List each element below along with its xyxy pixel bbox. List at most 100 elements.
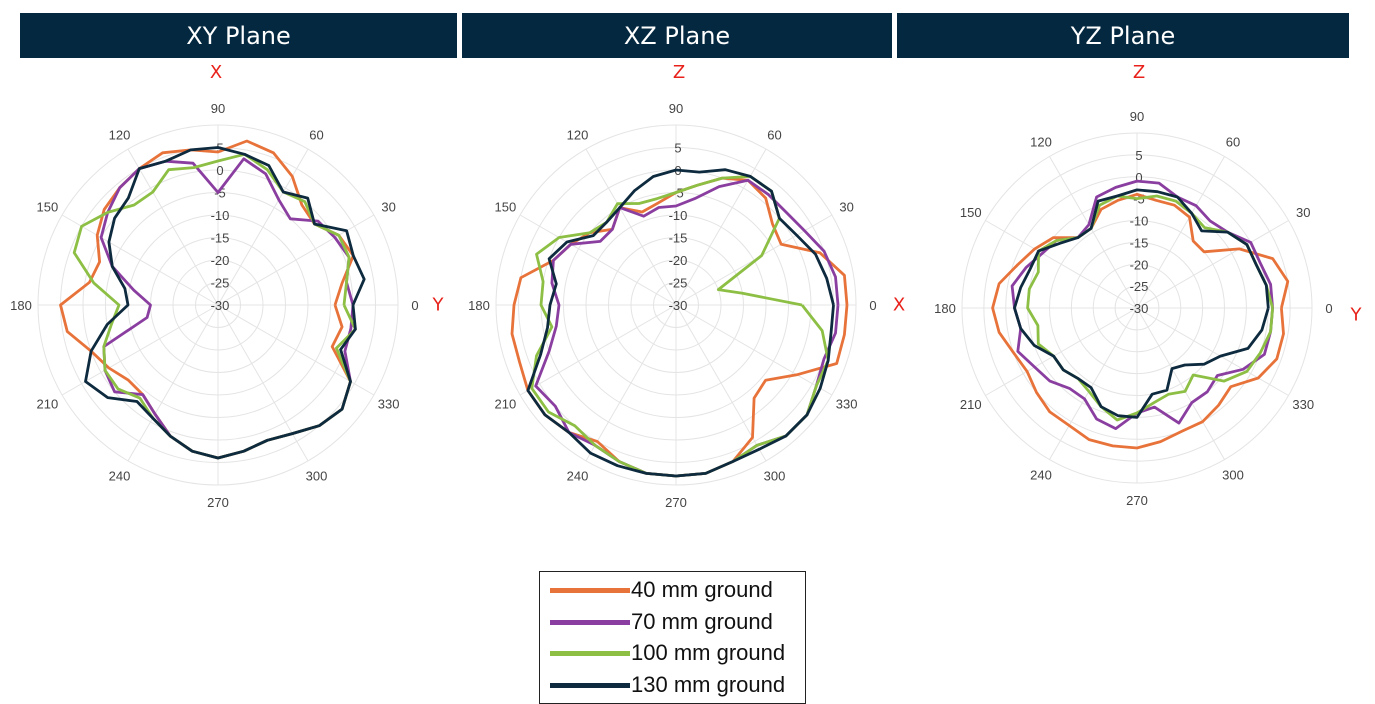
grid-spoke	[61, 304, 219, 396]
legend: 40 mm ground 70 mm ground 100 mm ground …	[539, 571, 806, 704]
theta-tick-label: 150	[37, 200, 59, 215]
theta-tick-label: 270	[1126, 493, 1148, 508]
theta-tick-label: 300	[1222, 467, 1244, 482]
grid-spoke	[585, 148, 677, 306]
grid-spoke	[675, 148, 767, 306]
theta-tick-label: 60	[309, 127, 323, 142]
axis-label-top-xz: Z	[672, 62, 686, 83]
theta-tick-label: 240	[567, 469, 589, 484]
r-tick-label: -15	[1130, 235, 1149, 250]
r-tick-label: 0	[216, 163, 223, 178]
theta-tick-label: 30	[381, 200, 395, 215]
grid-spoke	[217, 304, 375, 396]
theta-tick-label: 300	[764, 469, 786, 484]
grid-spoke	[217, 304, 309, 462]
series-line	[991, 192, 1290, 450]
r-tick-label: -20	[669, 253, 688, 268]
theta-tick-label: 30	[839, 200, 853, 215]
r-tick-label: 5	[1135, 148, 1142, 163]
grid-spoke	[985, 307, 1138, 396]
theta-tick-label: 180	[468, 298, 490, 313]
panel-header-xz: XZ Plane	[462, 13, 892, 58]
grid-spoke	[585, 304, 677, 462]
theta-tick-label: 150	[495, 200, 517, 215]
series-line	[84, 146, 366, 460]
legend-label-40: 40 mm ground	[631, 577, 773, 602]
theta-tick-label: 210	[37, 397, 59, 412]
theta-tick-label: 0	[869, 298, 876, 313]
grid-spoke	[1136, 307, 1225, 460]
axis-label-right-yz: Y	[1350, 304, 1362, 326]
theta-tick-label: 120	[1030, 135, 1052, 150]
axis-label-top-yz: Z	[1132, 62, 1146, 83]
r-tick-label: -15	[211, 231, 230, 246]
r-tick-label: -20	[1130, 257, 1149, 272]
theta-tick-label: 180	[934, 301, 956, 316]
theta-tick-label: 330	[378, 397, 400, 412]
panel-title-yz: YZ Plane	[1070, 21, 1176, 50]
r-tick-label: -30	[669, 298, 688, 313]
grid-spoke	[1136, 156, 1225, 309]
theta-tick-label: 240	[109, 469, 131, 484]
theta-tick-label: 120	[109, 127, 131, 142]
theta-tick-label: 180	[10, 298, 32, 313]
r-tick-label: 5	[674, 141, 681, 156]
r-tick-label: -10	[669, 208, 688, 223]
grid-spoke	[519, 304, 677, 396]
theta-tick-label: 90	[211, 101, 225, 116]
theta-tick-label: 0	[1325, 301, 1332, 316]
legend-label-70: 70 mm ground	[631, 609, 773, 634]
grid-spoke	[1049, 156, 1138, 309]
panel-header-yz: YZ Plane	[897, 13, 1349, 58]
r-tick-label: -5	[214, 186, 226, 201]
theta-tick-label: 270	[665, 495, 687, 510]
r-tick-label: -20	[211, 253, 230, 268]
theta-tick-label: 120	[567, 127, 589, 142]
r-tick-label: -25	[669, 276, 688, 291]
grid-spoke	[985, 220, 1138, 309]
legend-item: 70 mm ground	[540, 607, 805, 637]
theta-tick-label: 240	[1030, 467, 1052, 482]
theta-tick-label: 210	[960, 397, 982, 412]
theta-tick-label: 60	[1226, 135, 1240, 150]
r-tick-label: -15	[669, 231, 688, 246]
legend-label-130: 130 mm ground	[631, 672, 786, 697]
r-tick-label: -25	[1130, 279, 1149, 294]
legend-label-100: 100 mm ground	[631, 640, 786, 665]
legend-swatch-100	[550, 650, 630, 656]
grid-spoke	[675, 304, 767, 462]
r-tick-label: 0	[1135, 170, 1142, 185]
grid-spoke	[519, 214, 677, 306]
panel-title-xz: XZ Plane	[623, 21, 731, 50]
theta-tick-label: 0	[411, 298, 418, 313]
theta-tick-label: 150	[960, 205, 982, 220]
panel-title-xy: XY Plane	[186, 21, 291, 50]
theta-tick-label: 210	[495, 397, 517, 412]
theta-tick-label: 330	[1292, 397, 1314, 412]
theta-tick-label: 60	[767, 127, 781, 142]
theta-tick-label: 90	[669, 101, 683, 116]
theta-tick-label: 90	[1130, 109, 1144, 124]
legend-swatch-130	[550, 682, 630, 688]
r-tick-label: -30	[1130, 301, 1149, 316]
legend-swatch-40	[550, 587, 630, 593]
grid-spoke	[127, 148, 219, 306]
theta-tick-label: 270	[207, 495, 229, 510]
theta-tick-label: 330	[836, 397, 858, 412]
legend-item: 130 mm ground	[540, 670, 805, 700]
grid-spoke	[127, 304, 219, 462]
grid-spoke	[61, 214, 219, 306]
panel-header-xy: XY Plane	[20, 13, 457, 58]
r-tick-label: -10	[1130, 214, 1149, 229]
theta-tick-label: 300	[306, 469, 328, 484]
legend-swatch-70	[550, 619, 630, 625]
axis-label-top-xy: X	[209, 62, 223, 83]
legend-item: 100 mm ground	[540, 638, 805, 668]
r-tick-label: -30	[211, 298, 230, 313]
grid-spoke	[1136, 307, 1289, 396]
legend-item: 40 mm ground	[540, 575, 805, 605]
r-tick-label: -25	[211, 276, 230, 291]
theta-tick-label: 30	[1296, 205, 1310, 220]
